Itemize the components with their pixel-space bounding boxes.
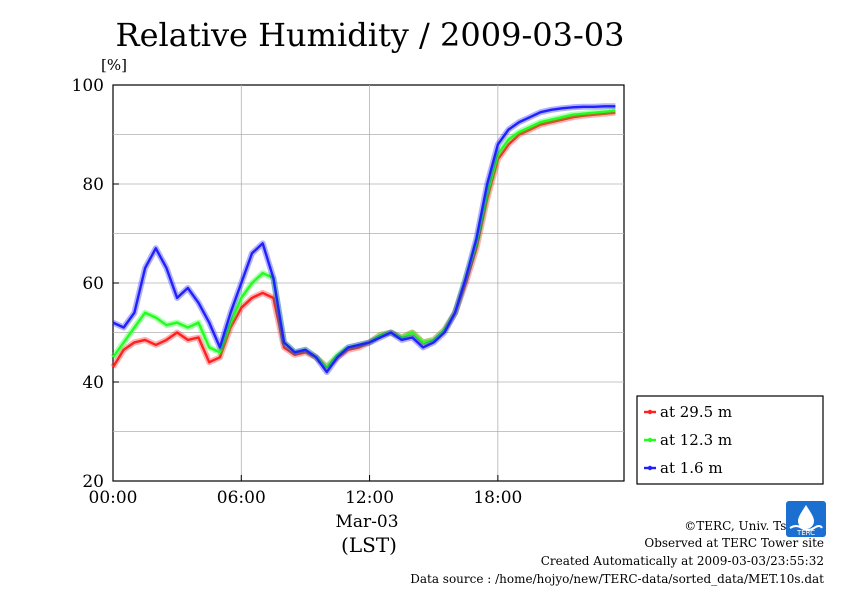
x-tick-label-1200: 12:00 xyxy=(345,488,394,508)
y-tick-label-80: 80 xyxy=(82,175,104,195)
logo-wave-shape xyxy=(789,525,823,531)
x-axis-label: (LST) xyxy=(341,533,397,557)
credit-site: Observed at TERC Tower site xyxy=(644,536,824,550)
legend-label-0: at 29.5 m xyxy=(660,403,732,421)
legend-box xyxy=(636,395,824,485)
legend-marker-0 xyxy=(647,409,653,415)
legend-marker-2 xyxy=(647,465,653,471)
series-halo-1 xyxy=(110,107,616,371)
series-line-2 xyxy=(112,105,616,374)
legend-label-2: at 1.6 m xyxy=(660,459,723,477)
x-tick-label-1800: 18:00 xyxy=(473,488,522,508)
x-tick-label-0000: 00:00 xyxy=(89,488,138,508)
legend-marker-1 xyxy=(647,437,653,443)
y-tick-label-20: 20 xyxy=(82,472,104,492)
y-axis-unit: [%] xyxy=(101,56,127,74)
credit-created: Created Automatically at 2009-03-03/23:5… xyxy=(540,554,824,568)
logo-drop-shape xyxy=(798,505,814,529)
grid-lines xyxy=(113,85,624,481)
chart-title: Relative Humidity / 2009-03-03 xyxy=(116,16,625,54)
y-axis-ticks: 100 80 60 40 20 xyxy=(72,76,119,492)
credit-source: Data source : /home/hojyo/new/TERC-data/… xyxy=(410,572,824,586)
logo-text: TERC xyxy=(796,529,815,537)
series-lines xyxy=(110,103,616,376)
legend: at 29.5 m at 12.3 m at 1.6 m xyxy=(636,395,824,485)
y-tick-label-60: 60 xyxy=(82,274,104,294)
y-tick-label-100: 100 xyxy=(72,76,104,96)
legend-label-1: at 12.3 m xyxy=(660,431,732,449)
series-line-0 xyxy=(111,111,616,369)
y-tick-label-40: 40 xyxy=(82,373,104,393)
x-tick-label-0600: 06:00 xyxy=(217,488,266,508)
x-axis-ticks: 00:00 06:00 12:00 18:00 xyxy=(89,475,522,508)
x-axis-date-label: Mar-03 xyxy=(335,512,398,532)
terc-logo-icon: TERC xyxy=(786,501,826,537)
